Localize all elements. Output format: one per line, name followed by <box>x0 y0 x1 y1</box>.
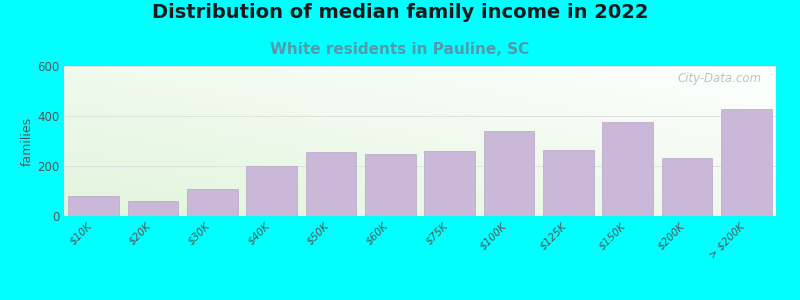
Bar <box>425 151 475 216</box>
Bar <box>128 201 178 216</box>
Bar <box>246 166 297 216</box>
Bar <box>602 122 653 216</box>
Bar <box>543 150 594 216</box>
Bar <box>187 188 238 216</box>
Bar <box>662 158 712 216</box>
Y-axis label: families: families <box>21 116 34 166</box>
Bar <box>69 196 119 216</box>
Text: City-Data.com: City-Data.com <box>678 72 762 85</box>
Bar <box>484 131 534 216</box>
Text: Distribution of median family income in 2022: Distribution of median family income in … <box>152 3 648 22</box>
Text: White residents in Pauline, SC: White residents in Pauline, SC <box>270 42 530 57</box>
Bar <box>306 152 356 216</box>
Bar <box>365 154 415 216</box>
Bar <box>721 109 771 216</box>
